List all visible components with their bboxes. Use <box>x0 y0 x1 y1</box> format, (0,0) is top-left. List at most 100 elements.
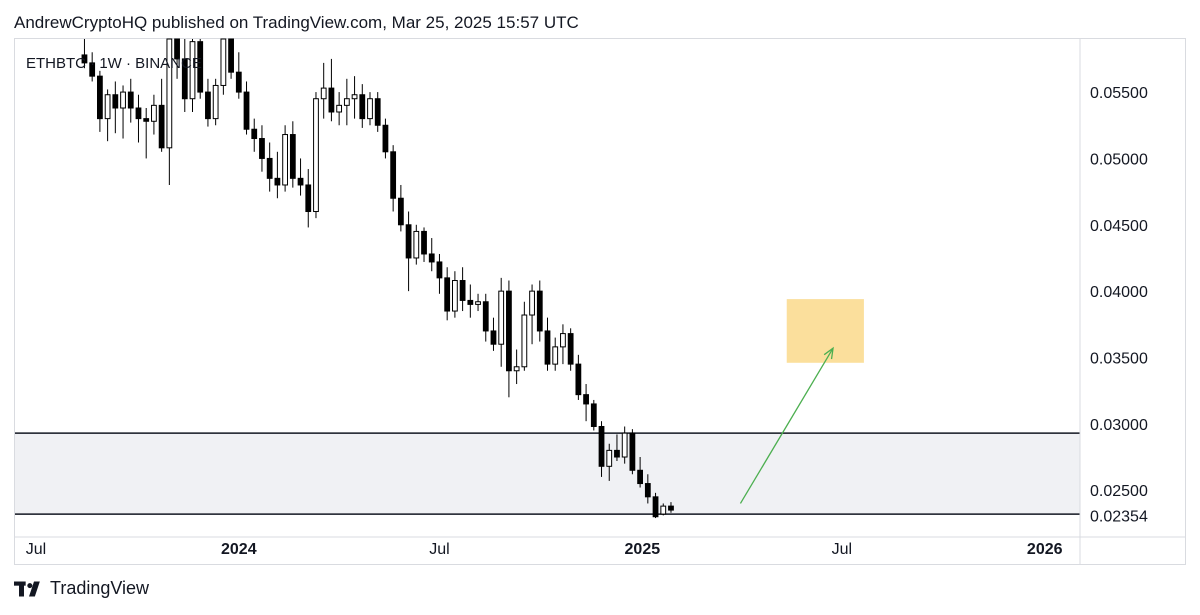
candle-body <box>668 505 674 511</box>
candle-body <box>220 38 227 86</box>
candle-body <box>235 71 242 93</box>
candle-body <box>313 98 319 213</box>
candle-body <box>127 91 134 109</box>
candle-body <box>359 94 366 120</box>
candle-body <box>451 280 458 312</box>
time-tick-label: Jul <box>832 541 852 558</box>
candle-body <box>189 41 196 100</box>
candle-body <box>174 38 180 60</box>
candle-body <box>652 496 659 518</box>
candle-body <box>413 230 420 259</box>
candle-body <box>297 177 304 186</box>
candle-body <box>104 94 111 120</box>
candle-body <box>498 290 505 345</box>
candle-body <box>89 62 96 77</box>
candle-body <box>521 314 528 368</box>
candle-body <box>289 134 296 179</box>
candle-body <box>112 94 119 109</box>
price-tick-label: 0.03000 <box>1090 417 1148 434</box>
candle-body <box>382 124 389 153</box>
candle-body <box>120 91 126 109</box>
candle-body <box>351 94 358 100</box>
tradingview-logo-icon <box>14 581 40 596</box>
candle-body <box>536 290 543 332</box>
price-tick-label: 0.05000 <box>1090 151 1148 168</box>
price-tick-label: 0.02500 <box>1090 483 1148 500</box>
candle-body <box>629 432 636 471</box>
symbol-label[interactable]: ETHBTC · 1W · BINANCE <box>26 55 202 72</box>
candle-body <box>166 38 173 149</box>
price-tick-label: 0.04000 <box>1090 284 1148 301</box>
chart-frame <box>14 38 1186 565</box>
candle-body <box>606 449 613 467</box>
candle-body <box>197 41 204 93</box>
candle-body <box>266 157 273 179</box>
time-tick-label: Jul <box>429 541 449 558</box>
candle-body <box>529 290 535 316</box>
footer-brand-text: TradingView <box>50 578 150 598</box>
candle-body <box>135 107 142 120</box>
candle-body <box>621 432 628 458</box>
candle-body <box>274 177 281 186</box>
price-tick-label: 0.04500 <box>1090 218 1148 235</box>
time-tick-label: 2024 <box>221 541 257 558</box>
candle-body <box>374 98 381 126</box>
projection-arrow-head <box>823 346 834 360</box>
time-tick-label: 2026 <box>1027 541 1063 558</box>
projection-arrow-line <box>739 347 834 504</box>
candle-body <box>428 253 435 263</box>
candle-body <box>660 505 667 515</box>
candle-body <box>567 333 574 365</box>
candle-body <box>158 104 165 149</box>
candle-body <box>228 38 234 73</box>
candle-body <box>490 330 497 345</box>
candle-body <box>96 75 103 120</box>
publish-header: AndrewCryptoHQ published on TradingView.… <box>14 13 579 32</box>
candle-body <box>614 449 620 458</box>
support-zone <box>15 433 1080 515</box>
candle-body <box>552 346 559 365</box>
candle-body <box>305 184 312 213</box>
price-tick-label: 0.05500 <box>1090 85 1148 102</box>
candle-body <box>205 91 211 120</box>
candle-body <box>243 91 250 130</box>
time-tick-label: 2025 <box>625 541 661 558</box>
candle-body <box>320 87 327 100</box>
candle-body <box>151 104 157 122</box>
footer-branding: TradingView <box>14 578 149 599</box>
candle-body <box>475 301 481 305</box>
time-tick-label: Jul <box>26 541 46 558</box>
candle-body <box>421 230 427 255</box>
price-tick-label: 0.03500 <box>1090 350 1148 367</box>
candle-body <box>390 151 397 199</box>
candle-body <box>212 84 219 120</box>
candle-body <box>467 299 474 305</box>
candle-body <box>644 483 651 498</box>
candle-body <box>397 197 404 226</box>
candle-body <box>81 54 88 64</box>
candle-body <box>583 394 589 405</box>
candle-body <box>598 425 605 467</box>
candle-body <box>367 98 373 120</box>
candle-body <box>181 58 188 100</box>
target-zone-box <box>786 299 864 363</box>
candle-body <box>343 98 350 106</box>
candle-body <box>513 366 520 372</box>
last-price-label: 0.02354 <box>1090 509 1148 526</box>
candle-body <box>544 330 551 365</box>
candle-body <box>482 301 489 332</box>
candle-body <box>590 403 597 427</box>
candle-body <box>506 290 512 372</box>
candle-body <box>444 277 451 312</box>
candle-body <box>459 280 466 301</box>
candle-body <box>637 469 644 485</box>
candle-body <box>436 261 443 279</box>
candle-body <box>575 363 582 396</box>
candle-body <box>143 118 150 122</box>
candle-body <box>259 138 265 159</box>
candle-body <box>560 333 566 348</box>
candle-body <box>405 224 412 259</box>
candle-body <box>282 134 289 186</box>
candle-body <box>328 87 335 113</box>
